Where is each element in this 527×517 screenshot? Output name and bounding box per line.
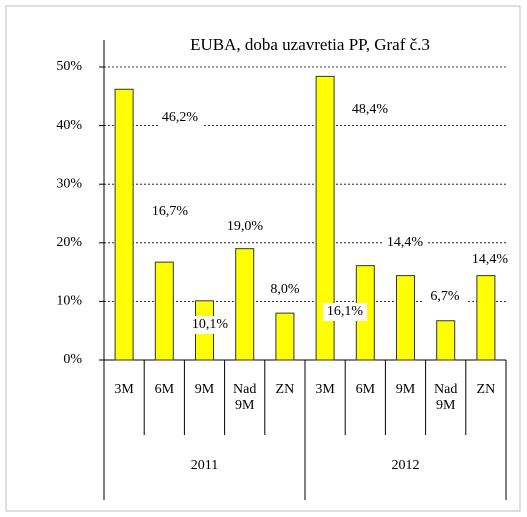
label-bg (158, 109, 202, 127)
chart-title: EUBA, doba uzavretia PP, Graf č.3 (190, 35, 430, 54)
bar (315, 75, 335, 361)
bar (114, 88, 134, 361)
x-tick-label: ZN (476, 382, 496, 397)
x-tick-label: 3M (315, 382, 335, 397)
data-label: 19,0% (227, 219, 264, 234)
data-label: 10,1% (192, 317, 229, 332)
label-bg (383, 234, 427, 252)
data-label: 16,7% (152, 204, 189, 219)
bar (436, 320, 456, 361)
y-tick-label: 10% (56, 294, 82, 309)
x-tick-label: Nad 9M (434, 382, 458, 413)
data-label: 16,1% (327, 304, 364, 319)
bar (275, 312, 295, 361)
data-label: 6,7% (430, 289, 460, 304)
data-label: 8,0% (270, 282, 300, 297)
label-bg (323, 303, 367, 321)
x-tick-label: Nad 9M (233, 382, 257, 413)
x-tick-label: 6M (355, 382, 376, 397)
bar (476, 275, 496, 361)
chart-border (5, 5, 521, 512)
y-tick-label: 30% (56, 176, 82, 191)
x-tick-label: ZN (275, 382, 295, 397)
label-bg (423, 288, 467, 306)
x-tick-label: 6M (154, 382, 175, 397)
label-bg (188, 316, 232, 334)
y-tick-label: 40% (56, 118, 82, 133)
label-bg (148, 203, 192, 221)
y-tick-label: 0% (63, 352, 82, 367)
bar (154, 261, 174, 361)
group-label: 2012 (392, 458, 420, 473)
bar (235, 248, 255, 361)
data-label: 14,4% (387, 235, 424, 250)
x-tick-label: 3M (114, 382, 134, 397)
bar (396, 275, 415, 361)
data-label: 46,2% (162, 110, 199, 125)
label-bg (263, 281, 307, 299)
data-label: 14,4% (472, 252, 509, 267)
data-label: 48,4% (352, 102, 389, 117)
label-bg (348, 101, 392, 119)
group-label: 2011 (191, 458, 218, 473)
x-tick-label: 9M (395, 382, 416, 397)
label-bg (223, 218, 267, 236)
y-tick-label: 20% (56, 235, 82, 250)
x-tick-label: 9M (194, 382, 215, 397)
label-bg (468, 251, 512, 269)
y-tick-label: 50% (56, 59, 82, 74)
